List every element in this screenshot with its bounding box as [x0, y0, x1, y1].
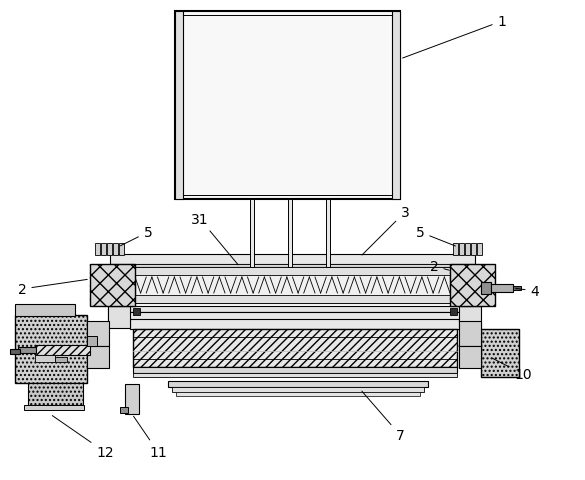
Bar [135, 267, 450, 303]
Bar [481, 282, 491, 294]
Bar [176, 392, 420, 396]
Bar [481, 329, 519, 377]
Bar [133, 367, 457, 373]
Text: 7: 7 [362, 391, 404, 442]
Bar [175, 12, 183, 200]
Bar [459, 306, 481, 328]
Text: 31: 31 [191, 213, 238, 265]
Bar [465, 243, 470, 255]
Bar [450, 264, 495, 306]
Text: 2: 2 [429, 260, 449, 274]
Bar [491, 285, 513, 292]
Bar [459, 346, 481, 368]
Text: 5: 5 [121, 226, 152, 246]
Bar [113, 243, 118, 255]
Bar [250, 200, 254, 267]
Bar [135, 295, 450, 303]
Bar [18, 347, 36, 353]
Bar [24, 405, 84, 410]
Bar [450, 308, 457, 315]
Bar [15, 315, 87, 383]
Bar [107, 243, 112, 255]
Bar [459, 321, 481, 346]
Text: 12: 12 [52, 416, 114, 459]
Bar [125, 384, 139, 414]
Bar [35, 345, 90, 355]
Bar [175, 12, 400, 200]
Bar [110, 254, 475, 264]
Bar [90, 264, 135, 306]
Bar [459, 243, 464, 255]
Text: 5: 5 [415, 226, 455, 246]
Bar [95, 243, 100, 255]
Bar [453, 243, 458, 255]
Bar [168, 381, 428, 387]
Bar [108, 267, 130, 306]
Bar [35, 355, 55, 362]
Text: 2: 2 [18, 280, 87, 296]
Bar [120, 407, 128, 413]
Bar [133, 373, 457, 377]
Text: 11: 11 [133, 417, 167, 459]
Bar [87, 346, 109, 368]
Bar [101, 243, 106, 255]
Bar [108, 306, 478, 312]
Bar [135, 267, 450, 276]
Bar [471, 243, 476, 255]
Bar [133, 329, 457, 367]
Text: 4: 4 [516, 285, 539, 299]
Bar [130, 319, 460, 329]
Bar [108, 306, 130, 328]
Bar [326, 200, 330, 267]
Bar [87, 336, 97, 346]
Text: 10: 10 [493, 359, 532, 381]
Bar [133, 308, 140, 315]
Bar [513, 287, 521, 290]
Bar [108, 312, 478, 320]
Bar [28, 383, 83, 405]
Bar [10, 349, 20, 354]
Bar [392, 12, 400, 200]
Bar [87, 321, 109, 346]
Bar [477, 243, 482, 255]
Text: 3: 3 [362, 205, 410, 255]
Text: 1: 1 [402, 15, 507, 59]
Bar [15, 304, 75, 316]
Bar [119, 243, 124, 255]
Bar [55, 357, 67, 362]
Bar [179, 16, 396, 195]
Bar [172, 387, 424, 392]
Bar [115, 264, 470, 269]
Bar [288, 200, 292, 267]
Bar [459, 267, 481, 306]
